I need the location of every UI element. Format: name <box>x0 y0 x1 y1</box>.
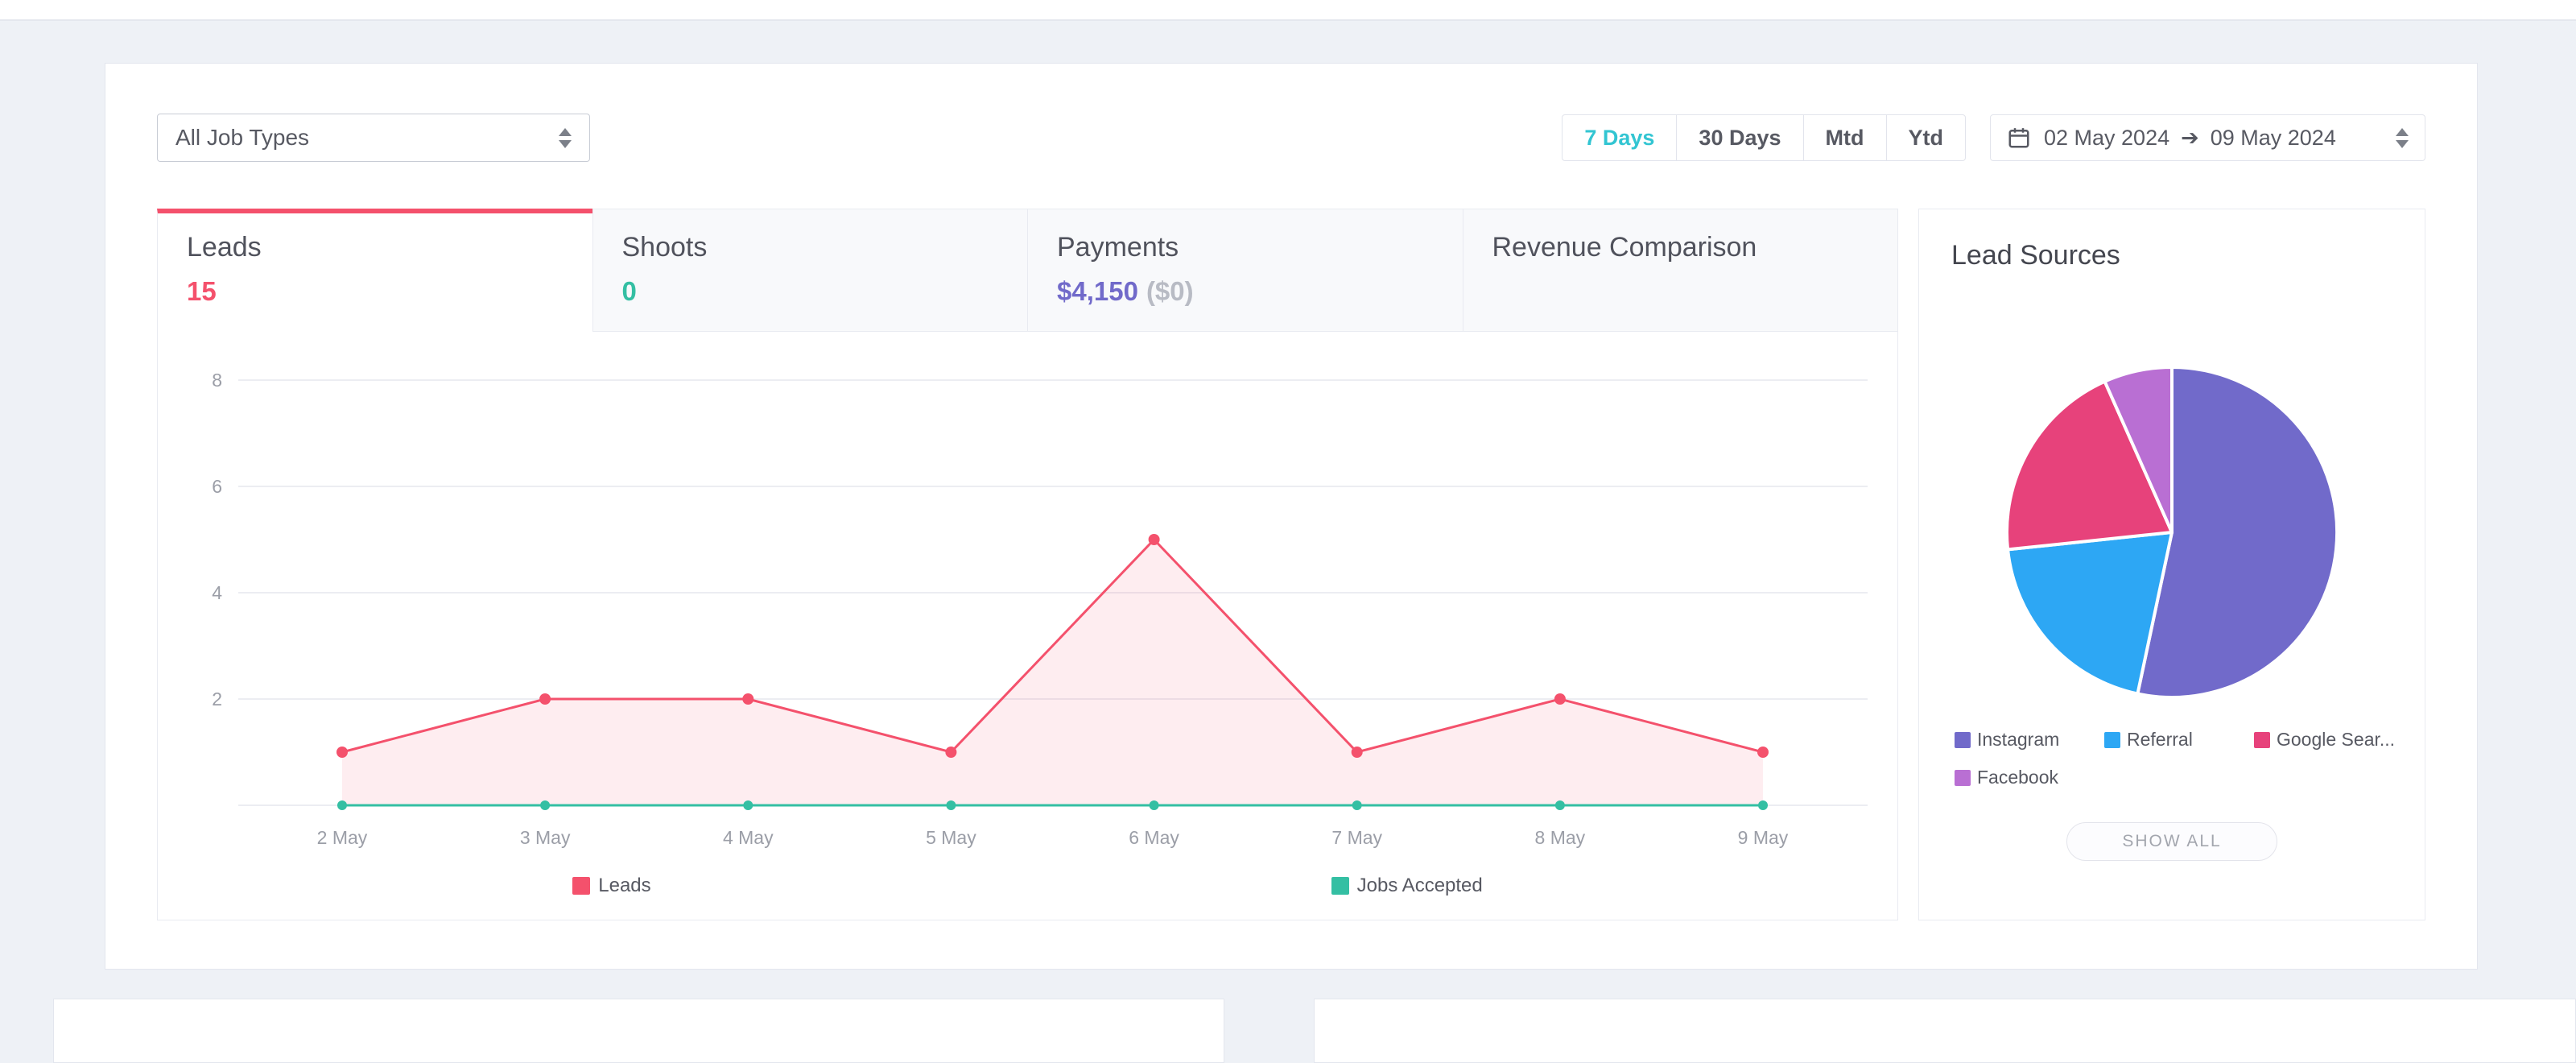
date-range-arrow-icon: ➔ <box>2181 126 2199 151</box>
svg-text:7 May: 7 May <box>1331 827 1382 848</box>
stat-tabs: Leads 15 Shoots 0 Payments $4,150 ($0) Re… <box>157 209 1898 332</box>
tab-shoots-value: 0 <box>622 276 1028 307</box>
job-type-select[interactable]: All Job Types <box>157 114 590 162</box>
select-arrows-icon <box>559 128 572 148</box>
tab-payments-amount: $4,150 <box>1057 276 1138 306</box>
facebook-swatch-icon <box>1955 770 1971 786</box>
range-button-7-days[interactable]: 7 Days <box>1562 114 1677 161</box>
tab-payments-value: $4,150 ($0) <box>1057 276 1463 307</box>
lead-sources-pie-chart <box>2001 362 2343 703</box>
tab-revenue-comparison-value <box>1492 276 1898 307</box>
legend-item-jobs-accepted: Jobs Accepted <box>1331 875 1483 897</box>
svg-text:9 May: 9 May <box>1738 827 1789 848</box>
next-row-card-left <box>53 999 1224 1063</box>
svg-text:4 May: 4 May <box>723 827 774 848</box>
tab-shoots-label: Shoots <box>622 232 1028 263</box>
dashboard-card: All Job Types 7 Days 30 Days Mtd Ytd <box>105 63 2478 970</box>
tab-revenue-comparison[interactable]: Revenue Comparison <box>1463 209 1899 332</box>
tab-leads-value: 15 <box>187 276 592 307</box>
lead-sources-panel: Lead Sources Instagram Referral Google S… <box>1918 209 2425 920</box>
calendar-icon <box>2007 126 2031 150</box>
legend-jobs-accepted-label: Jobs Accepted <box>1357 875 1483 897</box>
tab-leads-label: Leads <box>187 232 592 263</box>
svg-text:8: 8 <box>212 370 222 391</box>
legend-leads-label: Leads <box>598 875 650 897</box>
date-controls: 7 Days 30 Days Mtd Ytd 02 May 2024 ➔ <box>1562 114 2425 161</box>
svg-text:2 May: 2 May <box>317 827 368 848</box>
legend-item-instagram: Instagram <box>1955 729 2104 751</box>
google-search-swatch-icon <box>2254 732 2270 748</box>
svg-text:8 May: 8 May <box>1535 827 1586 848</box>
show-all-button[interactable]: SHOW ALL <box>2066 822 2277 861</box>
dashboard-header: All Job Types 7 Days 30 Days Mtd Ytd <box>157 114 2425 162</box>
legend-google-search-label: Google Sear... <box>2277 729 2395 751</box>
svg-text:2: 2 <box>212 689 222 709</box>
date-range-start: 02 May 2024 <box>2044 126 2169 151</box>
instagram-swatch-icon <box>1955 732 1971 748</box>
legend-item-leads: Leads <box>572 875 650 897</box>
legend-referral-label: Referral <box>2127 729 2193 751</box>
range-button-group: 7 Days 30 Days Mtd Ytd <box>1562 114 1966 161</box>
svg-text:3 May: 3 May <box>520 827 571 848</box>
date-range-text: 02 May 2024 ➔ 09 May 2024 <box>2044 126 2336 151</box>
range-button-mtd[interactable]: Mtd <box>1803 114 1887 161</box>
leads-line-chart: 2 4 6 8 2 May 3 May 4 May 5 May 6 May 7 May 8 May 9… <box>158 332 1899 855</box>
legend-instagram-label: Instagram <box>1977 729 2059 751</box>
referral-swatch-icon <box>2104 732 2120 748</box>
dashboard-main: Leads 15 Shoots 0 Payments $4,150 ($0) Re… <box>157 209 2425 920</box>
job-type-select-value: All Job Types <box>175 125 309 151</box>
tab-payments-label: Payments <box>1057 232 1463 263</box>
tab-payments-amount-secondary: ($0) <box>1146 276 1194 306</box>
legend-item-facebook: Facebook <box>1955 767 2104 788</box>
tab-shoots[interactable]: Shoots 0 <box>592 209 1029 332</box>
leads-chart-panel: 2 4 6 8 2 May 3 May 4 May 5 May 6 May 7 May 8 May 9… <box>157 332 1898 920</box>
svg-text:6: 6 <box>212 476 222 497</box>
pie-chart-legend: Instagram Referral Google Sear... Facebo… <box>1948 729 2396 788</box>
legend-item-referral: Referral <box>2104 729 2254 751</box>
top-bar <box>0 0 2576 21</box>
tab-leads[interactable]: Leads 15 <box>157 209 593 332</box>
svg-text:6 May: 6 May <box>1129 827 1179 848</box>
range-button-ytd[interactable]: Ytd <box>1886 114 1967 161</box>
leads-swatch-icon <box>572 877 590 895</box>
next-row-card-right <box>1314 999 2576 1063</box>
svg-text:5 May: 5 May <box>926 827 976 848</box>
line-chart-legend: Leads Jobs Accepted <box>158 875 1897 897</box>
svg-text:4: 4 <box>212 582 222 603</box>
date-stepper-arrows-icon[interactable] <box>2396 128 2409 148</box>
tab-payments[interactable]: Payments $4,150 ($0) <box>1027 209 1463 332</box>
jobs-accepted-swatch-icon <box>1331 877 1349 895</box>
legend-item-google-search: Google Sear... <box>2254 729 2396 751</box>
date-range-end: 09 May 2024 <box>2211 126 2336 151</box>
stats-column: Leads 15 Shoots 0 Payments $4,150 ($0) Re… <box>157 209 1898 920</box>
date-range-picker[interactable]: 02 May 2024 ➔ 09 May 2024 <box>1990 114 2425 161</box>
legend-facebook-label: Facebook <box>1977 767 2058 788</box>
lead-sources-title: Lead Sources <box>1951 240 2396 271</box>
tab-revenue-comparison-label: Revenue Comparison <box>1492 232 1898 263</box>
range-button-30-days[interactable]: 30 Days <box>1676 114 1803 161</box>
